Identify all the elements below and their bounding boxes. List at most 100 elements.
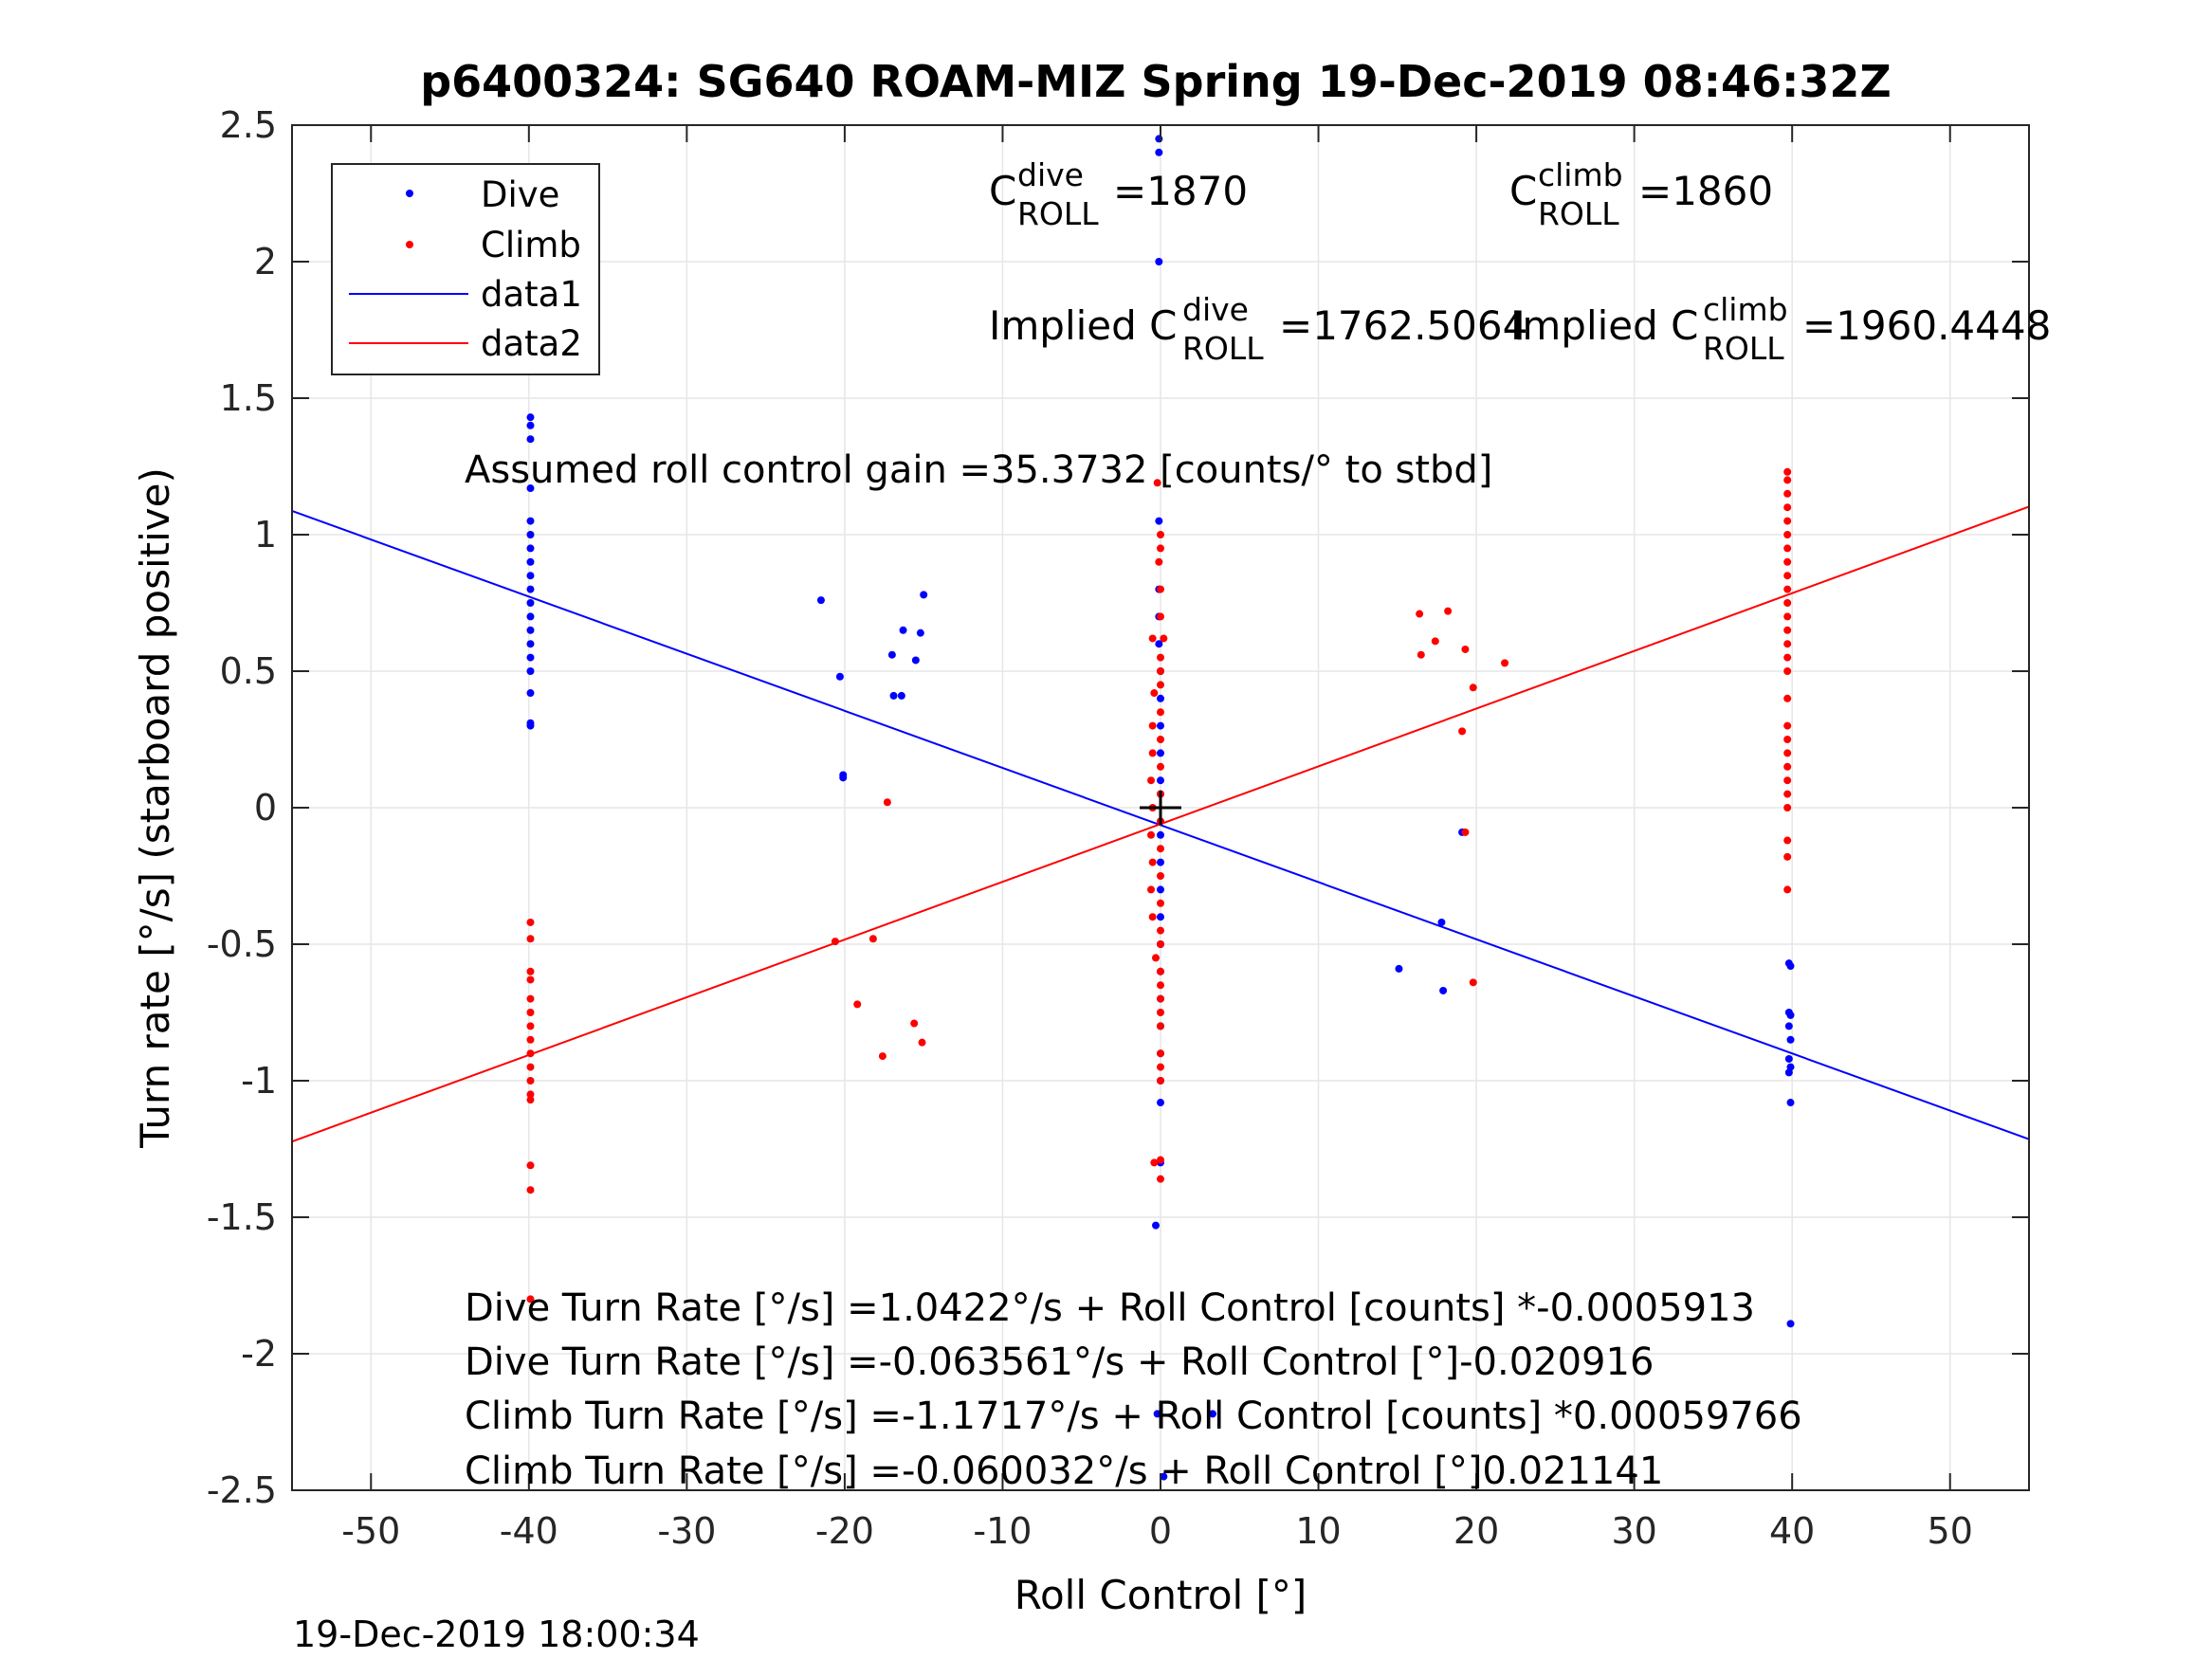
climb-point	[1157, 708, 1164, 717]
climb-point	[1417, 650, 1425, 659]
climb-point	[1461, 828, 1470, 836]
climb-point	[1147, 885, 1156, 894]
climb-point	[526, 935, 535, 943]
climb-point	[1783, 503, 1792, 512]
climb-point	[1783, 776, 1792, 785]
dive-point	[1157, 1099, 1164, 1107]
x-axis-label: Roll Control [°]	[1015, 1572, 1307, 1618]
x-tick-label: -20	[815, 1510, 874, 1552]
dive-point	[887, 650, 896, 659]
dive-point	[1439, 986, 1448, 994]
dive-point	[1155, 258, 1163, 265]
svg-text:ROLL: ROLL	[1017, 195, 1099, 232]
dive-point	[920, 591, 928, 599]
y-tick-label: 2	[254, 241, 277, 283]
climb-point	[1783, 640, 1792, 648]
climb-point	[1458, 727, 1467, 736]
origin-cross-marker	[1140, 791, 1181, 825]
climb-point	[1157, 1022, 1164, 1030]
climb-point	[526, 1186, 535, 1194]
dive-point	[526, 421, 535, 429]
dive-point	[839, 774, 848, 782]
climb-point	[1153, 479, 1161, 487]
dive-point	[1152, 1221, 1161, 1230]
climb-point	[1157, 667, 1164, 675]
climb-point	[1431, 637, 1439, 646]
climb-point	[1157, 981, 1164, 990]
c-climb-base: C	[1509, 168, 1537, 214]
climb-point	[526, 1035, 535, 1044]
climb-point	[1783, 694, 1792, 702]
climb-point	[1501, 659, 1509, 667]
climb-point	[1783, 749, 1792, 757]
climb-point	[526, 967, 535, 975]
dive-point	[1208, 1410, 1216, 1418]
dive-point	[1157, 721, 1164, 730]
climb-point	[831, 938, 839, 946]
climb-point	[1783, 626, 1792, 634]
dive-point	[1157, 830, 1164, 839]
dive-point	[526, 557, 535, 566]
climb-point	[526, 994, 535, 1003]
climb-point	[1148, 749, 1157, 757]
svg-text:ROLL: ROLL	[1703, 330, 1784, 367]
c-dive-value: =1870	[1113, 168, 1248, 214]
dive-point	[526, 531, 535, 538]
climb-point	[1416, 610, 1424, 618]
svg-text:C: C	[989, 168, 1016, 214]
dive-point	[526, 517, 535, 525]
dive-points	[526, 135, 1795, 1481]
climb-point	[1783, 790, 1792, 798]
climb-point	[1147, 776, 1156, 785]
x-tick-label: 30	[1611, 1510, 1656, 1552]
climb-point	[526, 1096, 535, 1104]
svg-text:climb: climb	[1703, 291, 1788, 328]
c-dive-sup: dive	[1017, 156, 1084, 193]
climb-point	[853, 1000, 862, 1009]
climb-point	[1783, 885, 1792, 894]
dive-point	[526, 572, 535, 580]
climb-point	[1157, 940, 1164, 948]
c-climb-value: =1860	[1638, 168, 1773, 214]
climb-point	[1157, 967, 1164, 975]
svg-text:=1762.5064: =1762.5064	[1279, 302, 1527, 349]
climb-point	[526, 1077, 535, 1085]
annotation-c-climb: C climb ROLL =1860	[1509, 156, 1773, 232]
climb-point	[883, 798, 891, 807]
climb-point	[1783, 736, 1792, 743]
climb-point	[1783, 653, 1792, 662]
y-tick-label: 1	[254, 514, 277, 556]
dive-point	[526, 413, 535, 422]
climb-point	[1157, 1063, 1164, 1071]
dive-point	[526, 484, 535, 493]
implied-climb-sup: climb	[1703, 291, 1788, 328]
dive-point	[1155, 135, 1163, 143]
climb-point	[526, 918, 535, 926]
y-axis-label: Turn rate [°/s] (starboard positive)	[132, 467, 178, 1149]
climb-point	[1469, 978, 1477, 987]
dive-point	[526, 599, 535, 607]
dive-point	[526, 667, 535, 675]
climb-point	[1783, 476, 1792, 484]
annotation-implied-climb: Implied C climb ROLL =1960.4448	[1510, 291, 2051, 367]
dive-point	[1784, 1022, 1793, 1030]
c-climb-sup: climb	[1538, 156, 1623, 193]
axis-ticks	[292, 124, 2029, 1491]
svg-text:ROLL: ROLL	[1182, 330, 1264, 367]
climb-point	[1160, 634, 1168, 643]
x-tick-label: 0	[1149, 1510, 1172, 1552]
climb-point	[1148, 913, 1157, 921]
y-tick-label: 0	[254, 787, 277, 829]
dive-point	[1160, 1472, 1168, 1481]
svg-text:climb: climb	[1538, 156, 1623, 193]
climb-point	[1152, 954, 1161, 962]
y-tick-labels: -2.5 -2 -1.5 -1 -0.5 0 0.5 1 1.5 2 2.5	[207, 104, 277, 1511]
climb-point	[1783, 531, 1792, 538]
dive-point	[889, 691, 898, 700]
dive-point	[526, 435, 535, 444]
annotation-equation-3: Climb Turn Rate [°/s] =-1.1717°/s + Roll…	[465, 1395, 1802, 1438]
svg-text:Implied C: Implied C	[989, 302, 1177, 349]
svg-text:ROLL: ROLL	[1538, 195, 1619, 232]
climb-point	[526, 1295, 535, 1304]
legend-data2-label: data2	[481, 323, 582, 364]
